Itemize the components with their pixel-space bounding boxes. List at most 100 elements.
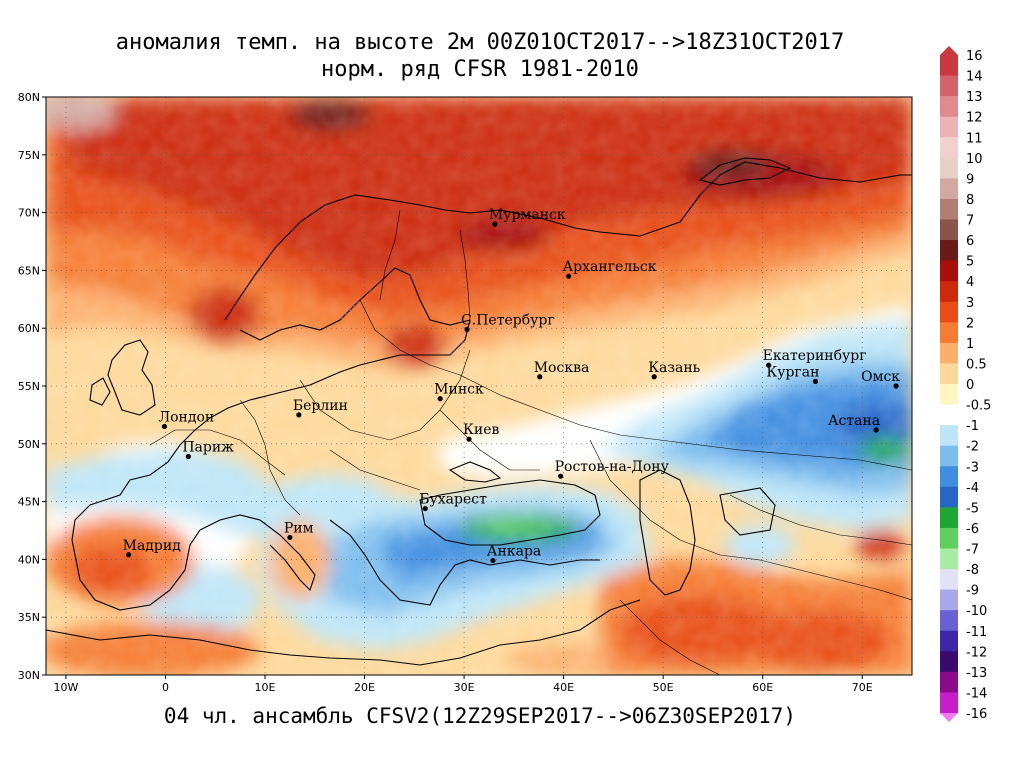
lat-tick-label: 50N <box>18 438 40 451</box>
legend-swatch <box>940 219 958 241</box>
legend-swatch <box>940 548 958 570</box>
legend-label: 12 <box>966 111 983 126</box>
legend-label: -11 <box>966 625 987 640</box>
legend-label: 16 <box>966 49 983 64</box>
legend-label: -3 <box>966 460 979 475</box>
city-label: Астана <box>828 413 880 429</box>
color-scale-legend: 16 14 13 12 11 10 9 8 7 6 5 4 3 2 1 0.5 0 -0.5 -1 -2 -3 -4 -5 -… <box>940 46 991 722</box>
legend-top-arrow <box>940 46 958 55</box>
lat-tick-label: 30N <box>18 669 40 682</box>
lon-tick-label: 70E <box>852 681 873 694</box>
city-label: Киев <box>463 422 499 438</box>
city-label: Бухарест <box>419 492 487 508</box>
city-marker <box>437 396 443 402</box>
city-label: Омск <box>861 369 900 385</box>
latitude-labels: 30N 35N 40N 45N 50N 55N 60N 65N 70N 75N 80N <box>18 91 46 682</box>
legend-label: -7 <box>966 543 979 558</box>
city-marker <box>873 427 879 433</box>
legend-swatch <box>940 445 958 467</box>
city-label: Минск <box>434 382 484 398</box>
city-label: Екатеринбург <box>763 348 867 364</box>
city-label: Мурманск <box>489 207 566 223</box>
city-marker <box>464 326 470 332</box>
city-label: Москва <box>534 360 590 376</box>
legend-swatch <box>940 301 958 323</box>
city-marker <box>565 273 572 279</box>
legend-swatch <box>940 404 958 426</box>
legend-swatch <box>940 342 958 364</box>
legend-label: -2 <box>966 440 979 455</box>
city-markers: Мурманск Архангельск С.Петербург Москва Каза… <box>123 207 900 564</box>
legend-label: -9 <box>966 584 979 599</box>
lat-tick-label: 40N <box>18 553 40 566</box>
legend-label: -13 <box>966 666 987 681</box>
legend-label: -14 <box>966 686 987 701</box>
lon-tick-label: 40E <box>553 681 574 694</box>
legend-swatch <box>940 137 958 159</box>
city-label: Мадрид <box>123 538 182 554</box>
map-title-line1: аномалия темп. на высоте 2м 00Z01OCT2017… <box>115 30 845 55</box>
map-title-line2: норм. ряд CFSR 1981-2010 <box>321 57 639 82</box>
legend-swatch <box>940 384 958 406</box>
legend-swatch <box>940 178 958 200</box>
legend-swatch <box>940 157 958 179</box>
lon-tick-label: 0 <box>162 681 169 694</box>
legend-swatch <box>940 116 958 138</box>
lat-tick-label: 80N <box>18 91 40 104</box>
legend-label: 0.5 <box>966 357 987 372</box>
city-marker <box>422 505 428 512</box>
legend-swatch <box>940 198 958 220</box>
city-label: Анкара <box>487 544 541 560</box>
legend-label: -12 <box>966 645 987 660</box>
legend-bottom-arrow <box>940 713 958 722</box>
legend-label: 13 <box>966 90 983 105</box>
legend-label: 11 <box>966 131 983 146</box>
legend-swatch <box>940 630 958 652</box>
legend-swatch <box>940 486 958 508</box>
legend-swatch <box>940 96 958 118</box>
city-marker <box>893 383 899 389</box>
legend-label: 8 <box>966 193 974 208</box>
legend-label: 9 <box>966 172 974 187</box>
legend-label: 3 <box>966 296 974 311</box>
legend-swatch <box>940 569 958 591</box>
legend-swatch <box>940 281 958 303</box>
legend-swatch <box>940 322 958 344</box>
legend-swatch <box>940 466 958 488</box>
legend-label: 0 <box>966 378 974 393</box>
lon-tick-label: 10E <box>255 681 276 694</box>
city-label: Ростов-на-Дону <box>555 459 670 475</box>
legend-label: 10 <box>966 152 983 167</box>
city-marker <box>537 374 543 380</box>
lon-tick-label: 20E <box>354 681 375 694</box>
city-marker <box>651 374 657 380</box>
lat-tick-label: 55N <box>18 380 40 393</box>
city-marker <box>812 378 819 384</box>
city-label: Архангельск <box>563 259 657 275</box>
legend-label: 14 <box>966 70 983 85</box>
city-marker <box>766 362 772 368</box>
legend-swatch <box>940 507 958 529</box>
coastlines <box>46 157 912 666</box>
legend-swatch <box>940 651 958 673</box>
legend-label: 2 <box>966 316 974 331</box>
legend-swatch <box>940 425 958 447</box>
legend-label: -4 <box>966 481 979 496</box>
lat-tick-label: 60N <box>18 322 40 335</box>
city-label: С.Петербург <box>461 312 555 328</box>
lat-tick-label: 75N <box>18 149 40 162</box>
lon-tick-label: 30E <box>454 681 475 694</box>
legend-label: 1 <box>966 337 974 352</box>
legend-swatch <box>940 260 958 282</box>
legend-label: -1 <box>966 419 979 434</box>
legend-label: -6 <box>966 522 979 537</box>
city-marker <box>490 557 496 564</box>
legend-label: 6 <box>966 234 974 249</box>
legend-swatch <box>940 671 958 693</box>
lon-tick-label: 50E <box>653 681 674 694</box>
legend-swatch <box>940 692 958 714</box>
legend-label: -0.5 <box>966 399 991 414</box>
city-marker <box>492 221 498 227</box>
city-label: Рим <box>284 520 314 536</box>
longitude-labels: 10W 0 10E 20E 30E 40E 50E 60E 70E <box>53 675 873 694</box>
